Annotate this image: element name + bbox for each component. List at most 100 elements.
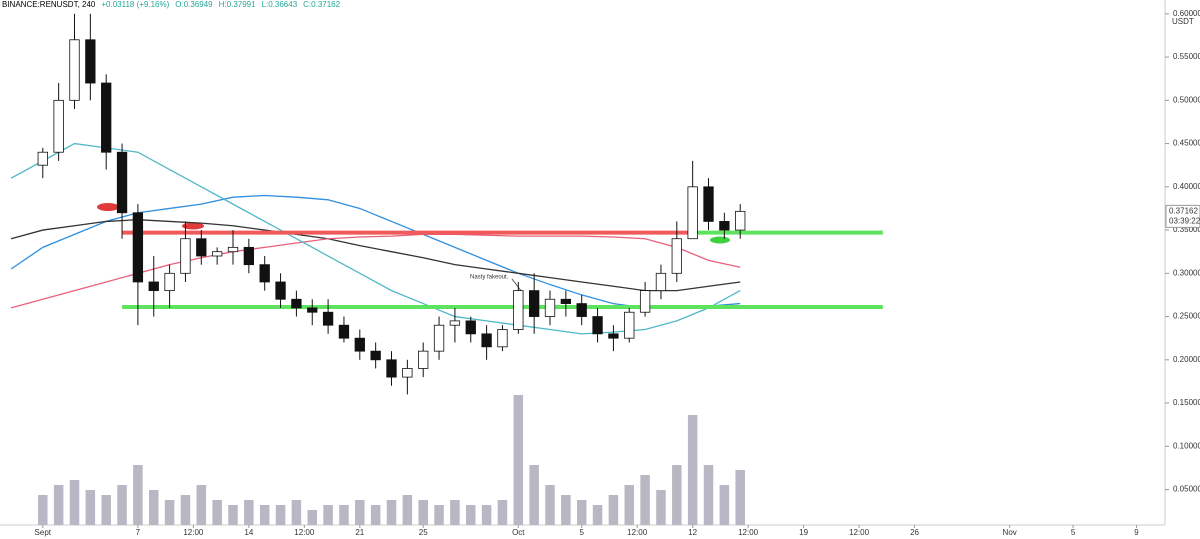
low: L:0.36643: [261, 0, 298, 9]
volume-bar: [339, 505, 349, 525]
candle-body: [481, 333, 492, 348]
candle-body: [449, 320, 461, 326]
volume-bar: [608, 495, 619, 525]
volume-bar: [117, 485, 127, 525]
volume-bar: [307, 510, 318, 525]
candle-body: [513, 290, 524, 330]
volume-bar: [529, 465, 539, 525]
volume-bar: [386, 500, 397, 525]
candle-body: [132, 212, 144, 283]
x-tick-label: 12:00: [183, 528, 204, 537]
x-tick-label: 7: [136, 528, 141, 537]
y-tick-label: 0.60000: [1173, 9, 1200, 18]
moving-average: [10, 142, 741, 335]
x-tick-label: 12:00: [294, 528, 315, 537]
volume-bar: [497, 500, 508, 525]
y-tick-label: 0.05000: [1173, 485, 1200, 494]
volume-bar: [576, 500, 587, 525]
y-tick-label: 0.40000: [1173, 182, 1200, 191]
x-tick-label: 12:00: [627, 528, 648, 537]
candle-body: [291, 298, 302, 309]
x-tick-label: 25: [419, 528, 428, 537]
volume-bar: [687, 415, 698, 525]
candle-body: [164, 272, 175, 292]
volume-bar: [69, 480, 80, 525]
candle-body: [101, 82, 112, 153]
volume-bar: [133, 465, 143, 525]
volume-bar: [212, 500, 222, 525]
candle-body: [402, 368, 413, 378]
candle-body: [719, 221, 730, 231]
x-tick-label: 9: [1134, 528, 1139, 537]
last-price-box: [1165, 204, 1200, 228]
last-price: 0.37162: [1169, 206, 1198, 215]
volume-bar: [656, 490, 666, 525]
x-tick-label: 19: [799, 528, 808, 537]
volume-bar: [561, 495, 571, 525]
volume-bar: [545, 485, 555, 525]
candle-body: [544, 298, 556, 317]
volume-bar: [101, 495, 111, 525]
candle-body: [624, 311, 635, 339]
volume-bar: [164, 500, 175, 525]
x-tick-label: 12:00: [849, 528, 870, 537]
x-tick-label: Oct: [512, 528, 525, 537]
candle-body: [608, 333, 619, 339]
change: +0.03118 (+9.16%): [101, 0, 170, 9]
candle-body: [687, 186, 698, 240]
x-tick-label: 26: [910, 528, 919, 537]
volume-bar: [640, 475, 650, 525]
x-tick-label: 12:00: [738, 528, 759, 537]
volume-bar: [259, 505, 270, 525]
volume-bar: [355, 500, 365, 525]
annotation-arrow: [511, 278, 523, 293]
volume-bar: [466, 505, 476, 525]
volume-bar: [53, 485, 64, 525]
candle-body: [560, 298, 572, 304]
x-tick-label: Sept: [35, 528, 52, 537]
y-tick-label: 0.15000: [1173, 398, 1200, 407]
marker: [97, 203, 119, 211]
candle-body: [592, 316, 603, 335]
volume-bar: [38, 495, 48, 525]
volume-bar: [418, 500, 428, 525]
x-tick-label: 5: [1071, 528, 1076, 537]
volume-bar: [672, 465, 682, 525]
currency: USDT: [1172, 17, 1194, 26]
candle-body: [370, 350, 381, 361]
candle-body: [576, 303, 587, 317]
header: BINANCE:RENUSDT, 240 +0.03118 (+9.16%) O…: [2, 0, 340, 9]
annotation: Nasty fakeout.: [470, 275, 509, 281]
candle-body: [180, 238, 191, 274]
y-tick-label: 0.25000: [1173, 312, 1200, 321]
countdown: 03:39:22: [1169, 216, 1200, 225]
marker: [710, 236, 730, 244]
volume-bar: [228, 505, 238, 525]
x-tick-label: 21: [355, 528, 364, 537]
volume-bar: [85, 490, 96, 525]
high: H:0.37991: [218, 0, 256, 9]
volume-bar: [148, 490, 159, 525]
candle-body: [69, 39, 80, 101]
candle-body: [116, 151, 128, 214]
y-tick-label: 0.45000: [1173, 139, 1200, 148]
volume-bar: [244, 500, 254, 525]
volume-bar: [719, 485, 730, 525]
volume-bar: [434, 505, 444, 525]
candle-body: [259, 264, 270, 283]
volume-bar: [513, 395, 524, 525]
y-tick-label: 0.30000: [1173, 268, 1200, 277]
candle-body: [703, 186, 714, 222]
volume-bar: [735, 470, 745, 525]
moving-average: [10, 219, 741, 292]
y-tick-label: 0.55000: [1173, 52, 1200, 61]
candle-body: [211, 251, 223, 257]
candle-body: [307, 307, 318, 313]
marker: [182, 222, 204, 230]
candle-body: [639, 290, 651, 313]
candle-body: [655, 272, 667, 292]
x-tick-label: 12: [688, 528, 697, 537]
candle-body: [227, 246, 239, 253]
candle-body: [735, 210, 746, 231]
